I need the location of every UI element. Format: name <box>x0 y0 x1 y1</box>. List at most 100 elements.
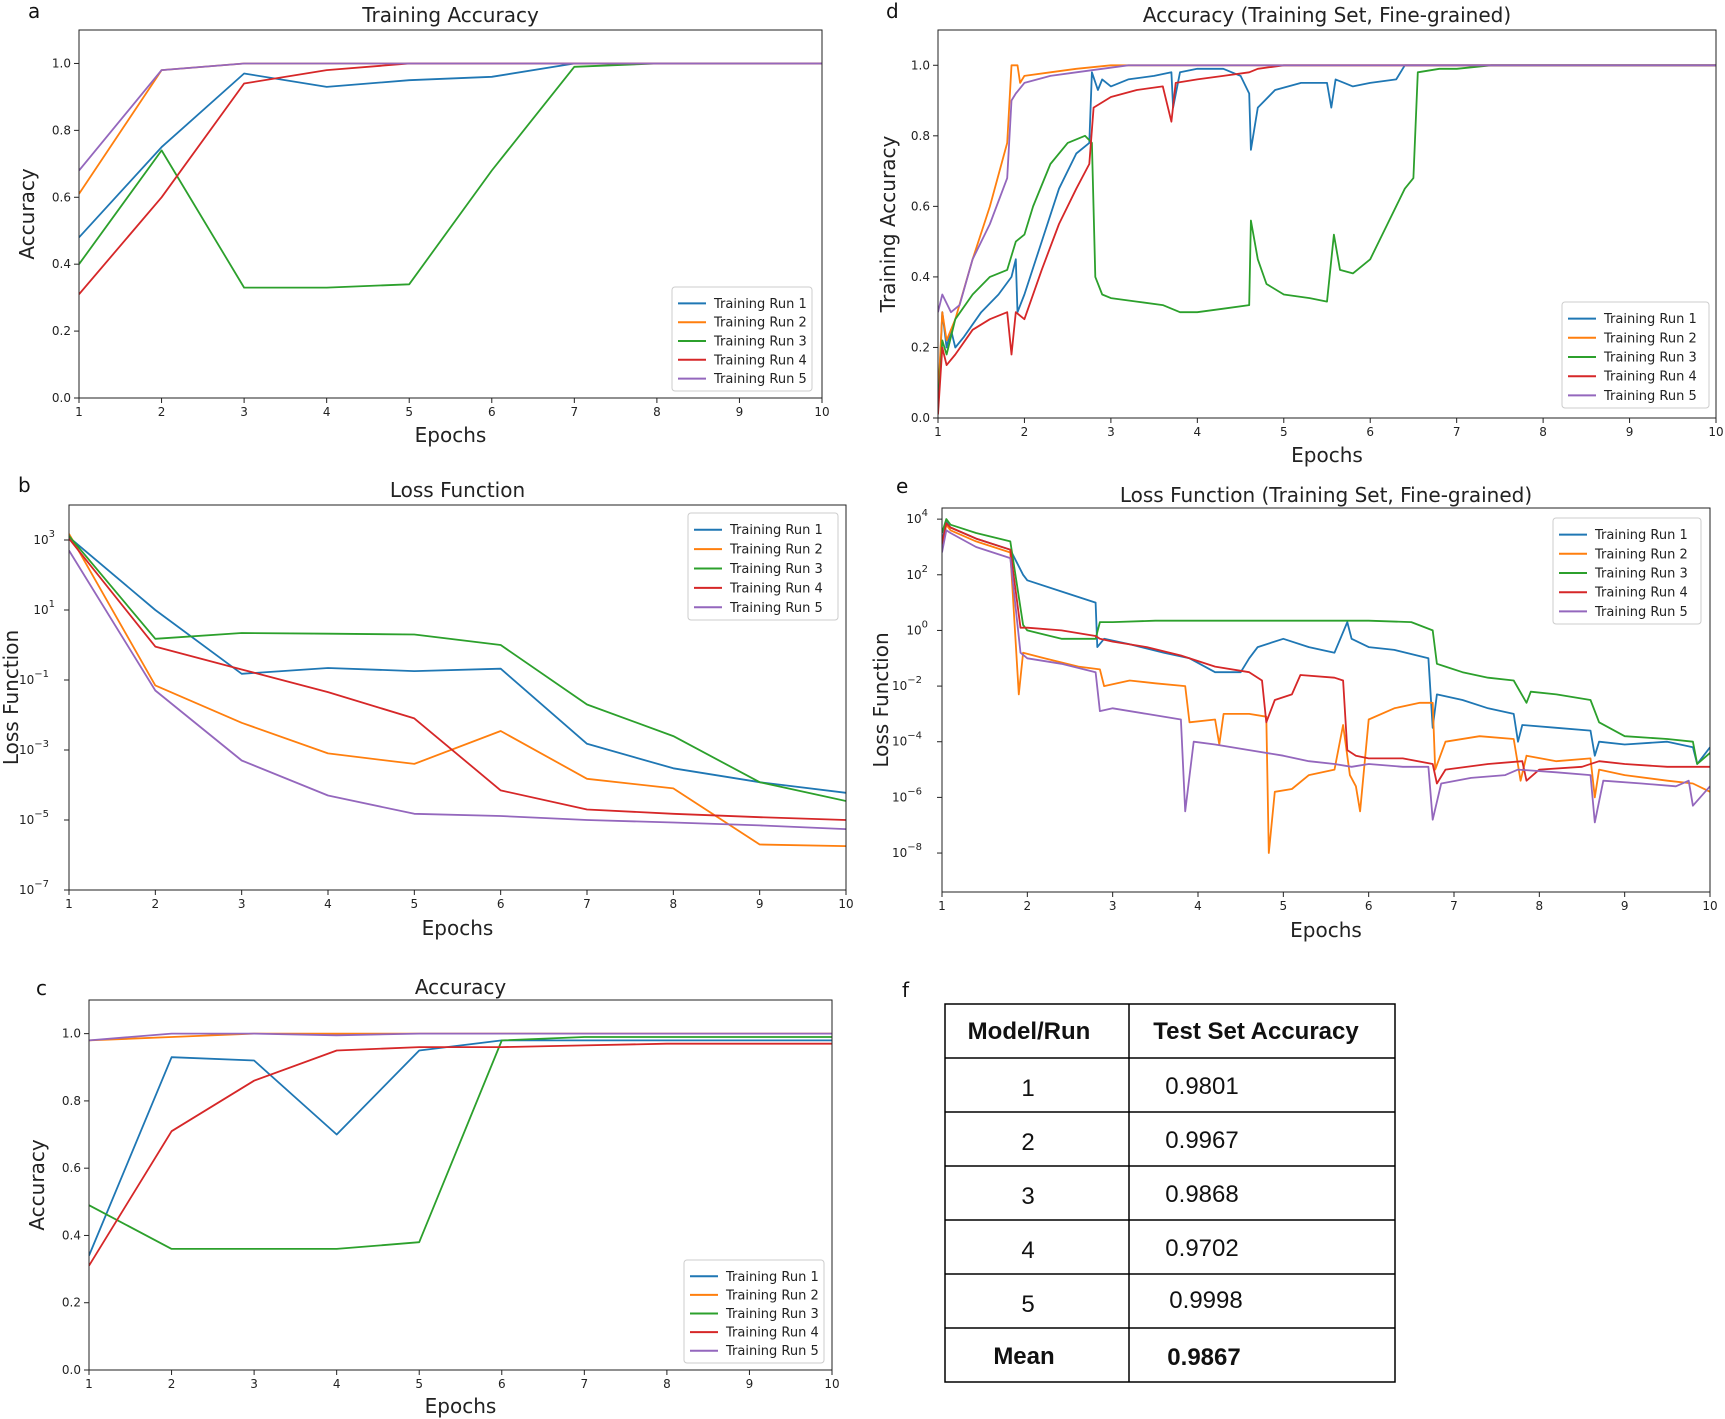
y-axis-label: Loss Function <box>869 632 893 767</box>
x-tick-label: 2 <box>158 405 166 419</box>
x-tick-label: 3 <box>238 897 246 911</box>
y-tick-label: 0.6 <box>62 1161 81 1175</box>
series-line-run-1 <box>942 521 1710 765</box>
plot-frame <box>937 29 1717 419</box>
x-tick-label: 1 <box>934 425 942 439</box>
x-tick-label: 5 <box>405 405 413 419</box>
y-tick-label: 10−4 <box>892 731 922 749</box>
panel-letter-d: d <box>886 0 899 23</box>
y-tick-label: 0.4 <box>52 257 71 271</box>
y-tick-label: 10−7 <box>19 879 49 897</box>
series-line-run-2 <box>942 523 1710 854</box>
y-tick-label: 0.0 <box>52 391 71 405</box>
y-tick-label: 0.0 <box>62 1363 81 1377</box>
y-tick-label: 101 <box>33 599 55 617</box>
series-line-run-4 <box>79 62 822 295</box>
chart-title: Accuracy <box>415 975 506 999</box>
x-tick-label: 7 <box>583 897 591 911</box>
y-tick-label: 10−5 <box>19 809 49 827</box>
x-tick-label: 5 <box>411 897 419 911</box>
x-tick-label: 3 <box>240 405 248 419</box>
table-cell-accuracy: 0.9702 <box>1165 1235 1238 1262</box>
panel-letter-a: a <box>28 0 40 23</box>
x-tick-label: 7 <box>1453 425 1461 439</box>
y-tick-label: 10−6 <box>892 786 922 804</box>
x-axis-label: Epochs <box>1291 443 1363 467</box>
legend-label: Training Run 5 <box>729 601 823 616</box>
legend-label: Training Run 3 <box>725 1307 819 1322</box>
x-tick-label: 8 <box>663 1377 671 1391</box>
table-cell-accuracy: 0.9998 <box>1169 1287 1242 1314</box>
series-line-run-2 <box>79 62 822 195</box>
series-line-run-5 <box>938 64 1716 314</box>
legend-label: Training Run 5 <box>1603 389 1697 404</box>
x-tick-label: 9 <box>1626 425 1634 439</box>
table-cell-accuracy: 0.9868 <box>1165 1181 1238 1208</box>
x-tick-label: 4 <box>1194 899 1202 913</box>
x-tick-label: 4 <box>1194 425 1202 439</box>
series-line-run-1 <box>79 62 822 239</box>
x-axis-label: Epochs <box>415 423 487 447</box>
legend-label: Training Run 4 <box>725 1326 819 1341</box>
chart-title: Accuracy (Training Set, Fine-grained) <box>1143 3 1511 27</box>
chart-d: Accuracy (Training Set, Fine-grained) 1 2 3… <box>876 3 1724 467</box>
table-cell-run: 2 <box>1021 1129 1034 1156</box>
y-axis-label: Accuracy <box>15 168 39 259</box>
x-tick-label: 8 <box>1536 899 1544 913</box>
table-cell-accuracy: 0.9967 <box>1165 1127 1238 1154</box>
panel-letter-b: b <box>18 473 31 497</box>
table-cell-run: 1 <box>1021 1075 1034 1102</box>
chart-a: Training Accuracy 1 2 3 4 5 6 7 8 9 10 0.0 0.2 0.4 0.6… <box>15 3 830 447</box>
y-tick-label: 0.2 <box>62 1296 81 1310</box>
series-line-run-5 <box>942 529 1710 824</box>
y-tick-label: 10−3 <box>19 739 49 757</box>
x-tick-label: 7 <box>581 1377 589 1391</box>
x-tick-label: 2 <box>1024 899 1032 913</box>
x-tick-label: 10 <box>838 897 853 911</box>
legend-label: Training Run 5 <box>725 1344 819 1359</box>
x-tick-label: 10 <box>1702 899 1717 913</box>
x-tick-label: 3 <box>1107 425 1115 439</box>
legend-box <box>687 512 839 621</box>
series-line-run-3 <box>89 1036 832 1250</box>
y-tick-label: 0.8 <box>911 129 930 143</box>
legend-label: Training Run 3 <box>1603 351 1697 366</box>
legend-label: Training Run 2 <box>1594 547 1688 562</box>
table-cell-run: 4 <box>1021 1237 1034 1264</box>
x-axis-label: Epochs <box>1290 918 1362 942</box>
y-tick-label: 0.8 <box>52 123 71 137</box>
series-line-run-1 <box>69 536 846 794</box>
legend-label: Training Run 4 <box>1603 370 1697 385</box>
legend-label: Training Run 5 <box>713 372 807 387</box>
chart-title: Loss Function <box>390 478 525 502</box>
x-tick-label: 2 <box>1021 425 1029 439</box>
legend-box <box>671 286 813 392</box>
panel-letter-e: e <box>896 474 908 498</box>
x-tick-label: 9 <box>736 405 744 419</box>
x-tick-label: 4 <box>333 1377 341 1391</box>
x-tick-label: 1 <box>85 1377 93 1391</box>
series-line-run-3 <box>79 62 822 289</box>
x-axis-label: Epochs <box>425 1394 497 1418</box>
x-tick-label: 1 <box>65 897 73 911</box>
y-tick-label: 0.2 <box>911 340 930 354</box>
y-tick-label: 100 <box>906 619 928 637</box>
legend: Training Run 1 Training Run 2 Training Run… <box>1561 301 1710 409</box>
series-line-run-4 <box>89 1042 832 1267</box>
series-line-run-2 <box>69 533 846 847</box>
legend-label: Training Run 4 <box>713 353 807 368</box>
legend-label: Training Run 3 <box>729 562 823 577</box>
x-tick-label: 9 <box>1621 899 1629 913</box>
x-tick-label: 9 <box>746 1377 754 1391</box>
x-tick-label: 8 <box>670 897 678 911</box>
plot-frame <box>941 507 1711 893</box>
plot-frame <box>78 29 823 399</box>
chart-c: Accuracy 1 2 3 4 5 6 7 8 9 10 0.0 0.2 0.4 0.6 0.8 1.0 Epo… <box>25 975 840 1418</box>
x-axis-label: Epochs <box>422 916 494 940</box>
x-tick-label: 3 <box>1109 899 1117 913</box>
chart-e: Loss Function (Training Set, Fine-graine… <box>869 483 1718 942</box>
legend-label: Training Run 2 <box>729 543 823 558</box>
legend-label: Training Run 2 <box>725 1288 819 1303</box>
x-tick-label: 6 <box>1365 899 1373 913</box>
